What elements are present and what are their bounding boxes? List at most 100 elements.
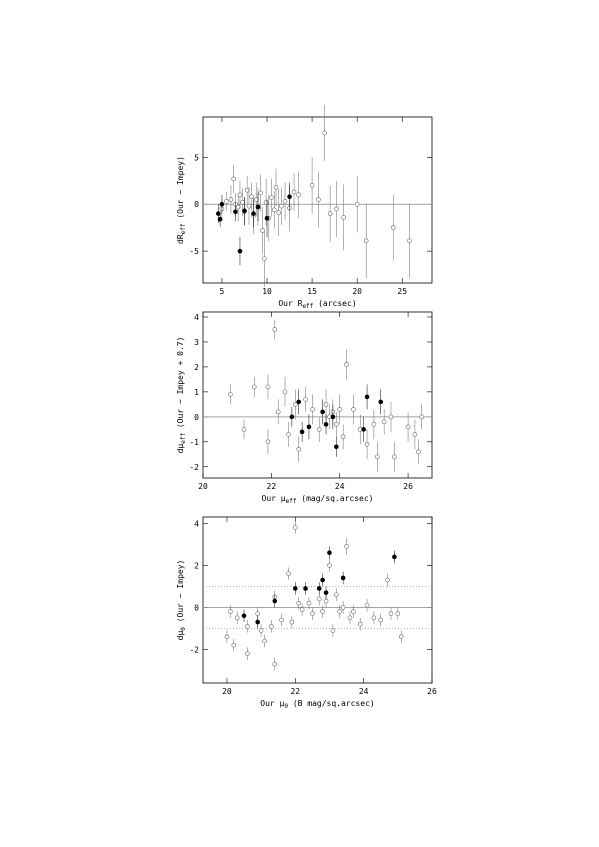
point — [249, 194, 254, 200]
point — [327, 550, 332, 556]
point — [296, 600, 302, 606]
point — [388, 414, 394, 420]
point — [262, 256, 267, 261]
point — [245, 651, 250, 656]
point — [316, 197, 321, 202]
point — [303, 586, 308, 591]
point — [289, 619, 295, 625]
label-part: (B mag/sq.arcsec) — [288, 699, 375, 708]
point — [316, 427, 322, 432]
axis-label: dμeff (Our − Impey + 0.7) — [176, 337, 187, 454]
point — [299, 607, 305, 612]
axis-label: dReff (Our − Impey) — [176, 156, 187, 244]
point — [416, 449, 421, 455]
plot-frame — [202, 311, 433, 479]
point — [237, 192, 243, 198]
plot-frame — [202, 516, 433, 684]
point — [363, 238, 369, 244]
subscript: eff — [286, 498, 297, 505]
point — [265, 384, 271, 390]
point — [334, 206, 339, 212]
point — [287, 194, 292, 200]
subscript: 0 — [284, 703, 288, 710]
y-tick-label: 1 — [194, 388, 199, 397]
label-part: dR — [176, 234, 185, 244]
point — [323, 590, 329, 595]
point — [323, 422, 329, 427]
point — [275, 409, 281, 415]
point — [276, 210, 282, 215]
y-tick-label: 3 — [194, 338, 199, 347]
point — [371, 422, 377, 427]
point — [341, 215, 346, 220]
point — [264, 215, 270, 221]
point — [219, 201, 225, 207]
point — [258, 190, 264, 196]
point — [296, 399, 302, 405]
point — [231, 642, 237, 648]
x-tick-label: 26 — [427, 687, 437, 696]
axis-label: Our μeff (mag/sq.arcsec) — [262, 494, 374, 505]
point — [286, 571, 291, 577]
point — [289, 414, 295, 420]
point — [231, 176, 236, 182]
x-tick-label: 20 — [222, 687, 232, 696]
point — [282, 199, 288, 204]
x-tick-label: 5 — [220, 287, 225, 296]
point — [320, 609, 325, 614]
point — [340, 605, 346, 610]
point — [282, 389, 288, 395]
point — [242, 208, 247, 214]
subscript: eff — [302, 303, 313, 310]
point — [371, 615, 377, 621]
point — [233, 209, 238, 215]
point — [388, 611, 394, 616]
point — [323, 598, 329, 604]
axis-label: dμ0 (Our − Impey) — [176, 560, 187, 641]
point — [245, 623, 250, 629]
point — [337, 407, 343, 412]
point — [263, 200, 269, 205]
point — [253, 197, 259, 202]
point — [354, 201, 360, 207]
axis-label: Our Reff (arcsec) — [278, 299, 356, 310]
y-tick-label: 0 — [194, 200, 199, 209]
point — [224, 634, 230, 640]
point — [303, 397, 308, 402]
point — [378, 617, 384, 623]
point — [344, 362, 349, 367]
point — [241, 427, 247, 432]
label-part: dμ — [176, 631, 185, 641]
point — [364, 442, 370, 447]
point — [296, 192, 301, 198]
point — [265, 439, 271, 445]
subscript: eff — [180, 223, 187, 234]
point — [323, 402, 329, 407]
point — [241, 613, 247, 619]
point — [351, 609, 356, 614]
point — [357, 621, 363, 627]
point — [272, 598, 278, 604]
point — [381, 419, 387, 425]
point — [330, 628, 336, 633]
point — [333, 444, 339, 450]
x-tick-label: 25 — [397, 287, 407, 296]
point — [344, 544, 349, 549]
y-tick-label: 2 — [194, 561, 199, 570]
point — [299, 429, 305, 435]
point — [395, 611, 401, 616]
point — [316, 596, 322, 602]
point — [292, 402, 298, 407]
point — [244, 187, 250, 193]
x-tick-label: 20 — [198, 482, 208, 491]
point — [271, 207, 277, 213]
x-tick-label: 24 — [359, 687, 369, 696]
y-tick-label: -5 — [189, 247, 199, 256]
point — [279, 203, 284, 209]
point — [327, 211, 333, 216]
point — [228, 392, 233, 397]
x-tick-label: 10 — [262, 287, 272, 296]
point — [378, 399, 384, 405]
